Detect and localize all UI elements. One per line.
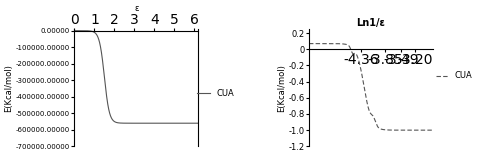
Y-axis label: E(Kcal/mol): E(Kcal/mol) <box>4 64 13 112</box>
X-axis label: ε: ε <box>134 4 138 13</box>
Legend: CUA: CUA <box>194 86 238 101</box>
Legend: CUA: CUA <box>432 68 476 84</box>
Y-axis label: E(Kcal/mol): E(Kcal/mol) <box>277 64 286 112</box>
Title: Ln1/ε: Ln1/ε <box>356 18 386 28</box>
